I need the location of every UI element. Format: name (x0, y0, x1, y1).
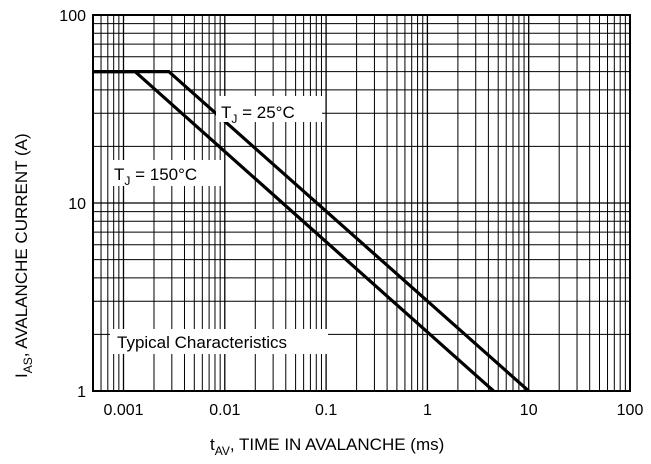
x-tick-label: 0.01 (209, 402, 240, 419)
x-tick-label: 1 (423, 402, 432, 419)
typical-characteristics-bg (110, 329, 328, 354)
x-tick-label: 0.1 (315, 402, 337, 419)
y-tick-label: 10 (68, 196, 86, 213)
series-label-25c-bg (216, 96, 322, 122)
x-tick-label: 10 (520, 402, 538, 419)
series-line-1 (93, 69, 495, 393)
x-tick-label: 100 (617, 402, 644, 419)
plot-frame (92, 14, 631, 392)
y-tick-label: 1 (77, 384, 86, 401)
y-tick-labels: 1 10 100 (59, 8, 86, 401)
x-tick-labels: 0.001 0.01 0.1 1 10 100 (103, 402, 643, 419)
series-label-25c: TJ = 25°C (221, 103, 295, 126)
typical-characteristics-note: Typical Characteristics (117, 333, 287, 352)
series-label-150c: TJ = 150°C (114, 165, 197, 188)
series-label-150c-bg (110, 160, 224, 186)
x-tick-label: 0.001 (103, 402, 143, 419)
grid (93, 15, 630, 391)
series-layer (93, 69, 530, 393)
y-axis-title: IAS, AVALANCHE CURRENT (A) (12, 133, 35, 378)
x-axis-title: tAV, TIME IN AVALANCHE (ms) (210, 435, 444, 458)
y-tick-label: 100 (59, 8, 86, 25)
